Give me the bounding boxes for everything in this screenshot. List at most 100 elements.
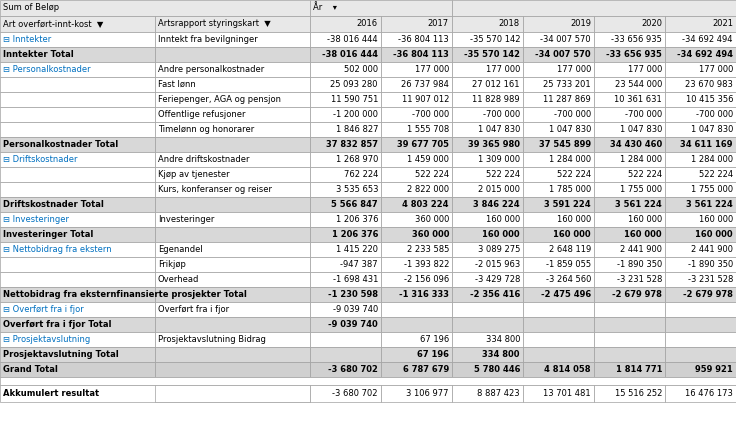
Text: 11 287 869: 11 287 869 — [543, 95, 591, 104]
Text: -1 316 333: -1 316 333 — [399, 290, 449, 299]
Text: -700 000: -700 000 — [696, 110, 733, 119]
Text: ⊟ Prosjektavslutning: ⊟ Prosjektavslutning — [3, 335, 91, 344]
Text: ⊟ Overført fra i fjor: ⊟ Overført fra i fjor — [3, 305, 84, 314]
Text: 11 590 751: 11 590 751 — [330, 95, 378, 104]
Bar — [594, 47, 665, 62]
Bar — [452, 257, 523, 272]
Text: 160 000: 160 000 — [696, 230, 733, 239]
Text: -947 387: -947 387 — [340, 260, 378, 269]
Bar — [594, 227, 665, 242]
Text: ⊟ Driftskostnader: ⊟ Driftskostnader — [3, 155, 77, 164]
Bar — [452, 212, 523, 227]
Text: -9 039 740: -9 039 740 — [333, 305, 378, 314]
Text: 3 535 653: 3 535 653 — [336, 185, 378, 194]
Text: 2018: 2018 — [499, 20, 520, 28]
Bar — [452, 32, 523, 47]
Bar — [0, 332, 155, 347]
Text: 2 822 000: 2 822 000 — [407, 185, 449, 194]
Bar — [0, 212, 155, 227]
Bar — [665, 77, 736, 92]
Bar — [665, 62, 736, 77]
Text: ⊟ Inntekter: ⊟ Inntekter — [3, 35, 52, 44]
Bar — [0, 137, 155, 152]
Bar — [665, 332, 736, 347]
Text: -3 680 702: -3 680 702 — [328, 365, 378, 374]
Text: -1 698 431: -1 698 431 — [333, 275, 378, 284]
Bar — [452, 77, 523, 92]
Text: Investeringer Total: Investeringer Total — [3, 230, 93, 239]
Bar — [155, 137, 310, 152]
Text: 37 832 857: 37 832 857 — [326, 140, 378, 149]
Text: -700 000: -700 000 — [625, 110, 662, 119]
Text: 1 047 830: 1 047 830 — [690, 125, 733, 134]
Bar — [452, 197, 523, 212]
Bar — [381, 182, 452, 197]
Text: -34 692 494: -34 692 494 — [677, 50, 733, 59]
Bar — [452, 227, 523, 242]
Bar — [452, 332, 523, 347]
Bar — [155, 385, 310, 402]
Text: 34 430 460: 34 430 460 — [609, 140, 662, 149]
Bar — [310, 272, 381, 287]
Bar — [0, 32, 155, 47]
Bar — [310, 152, 381, 167]
Bar — [0, 302, 155, 317]
Text: 360 000: 360 000 — [414, 215, 449, 224]
Bar — [381, 32, 452, 47]
Text: 25 733 201: 25 733 201 — [543, 80, 591, 89]
Text: 3 561 224: 3 561 224 — [615, 200, 662, 209]
Text: 67 196: 67 196 — [420, 335, 449, 344]
Text: Andre personalkostnader: Andre personalkostnader — [158, 65, 264, 74]
Text: -1 890 350: -1 890 350 — [687, 260, 733, 269]
Text: -3 429 728: -3 429 728 — [475, 275, 520, 284]
Text: Timelønn og honorarer: Timelønn og honorarer — [158, 125, 254, 134]
Text: 160 000: 160 000 — [486, 215, 520, 224]
Text: 1 268 970: 1 268 970 — [336, 155, 378, 164]
Text: 334 800: 334 800 — [486, 335, 520, 344]
Text: ⊟ Investeringer: ⊟ Investeringer — [3, 215, 69, 224]
Bar — [523, 242, 594, 257]
Bar — [155, 302, 310, 317]
Text: 2 441 900: 2 441 900 — [620, 245, 662, 254]
Text: 15 516 252: 15 516 252 — [615, 389, 662, 398]
Text: Prosjektavslutning Total: Prosjektavslutning Total — [3, 350, 118, 359]
Bar — [665, 182, 736, 197]
Text: 13 701 481: 13 701 481 — [543, 389, 591, 398]
Text: 4 803 224: 4 803 224 — [403, 200, 449, 209]
Bar — [594, 242, 665, 257]
Bar — [310, 62, 381, 77]
Text: -700 000: -700 000 — [483, 110, 520, 119]
Bar — [310, 47, 381, 62]
Text: 1 309 000: 1 309 000 — [478, 155, 520, 164]
Bar — [594, 302, 665, 317]
Bar — [452, 62, 523, 77]
Text: 3 561 224: 3 561 224 — [686, 200, 733, 209]
Bar — [523, 137, 594, 152]
Text: 2021: 2021 — [712, 20, 733, 28]
Bar — [665, 287, 736, 302]
Bar — [0, 16, 155, 32]
Text: 4 814 058: 4 814 058 — [545, 365, 591, 374]
Text: 27 012 161: 27 012 161 — [473, 80, 520, 89]
Text: 2016: 2016 — [357, 20, 378, 28]
Bar — [452, 385, 523, 402]
Text: Andre driftskostnader: Andre driftskostnader — [158, 155, 250, 164]
Bar — [594, 385, 665, 402]
Bar — [310, 385, 381, 402]
Text: -34 692 494: -34 692 494 — [682, 35, 733, 44]
Text: -34 007 570: -34 007 570 — [540, 35, 591, 44]
Bar — [594, 32, 665, 47]
Bar — [310, 347, 381, 362]
Text: 1 785 000: 1 785 000 — [549, 185, 591, 194]
Bar — [594, 347, 665, 362]
Text: -700 000: -700 000 — [411, 110, 449, 119]
Text: Feriepenger, AGA og pensjon: Feriepenger, AGA og pensjon — [158, 95, 281, 104]
Text: Nettobidrag fra eksternfinansierte prosjekter Total: Nettobidrag fra eksternfinansierte prosj… — [3, 290, 247, 299]
Bar — [155, 287, 310, 302]
Text: 1 047 830: 1 047 830 — [548, 125, 591, 134]
Text: 959 921: 959 921 — [696, 365, 733, 374]
Text: 522 224: 522 224 — [628, 170, 662, 179]
Text: 1 206 376: 1 206 376 — [331, 230, 378, 239]
Bar — [155, 107, 310, 122]
Bar — [155, 362, 310, 377]
